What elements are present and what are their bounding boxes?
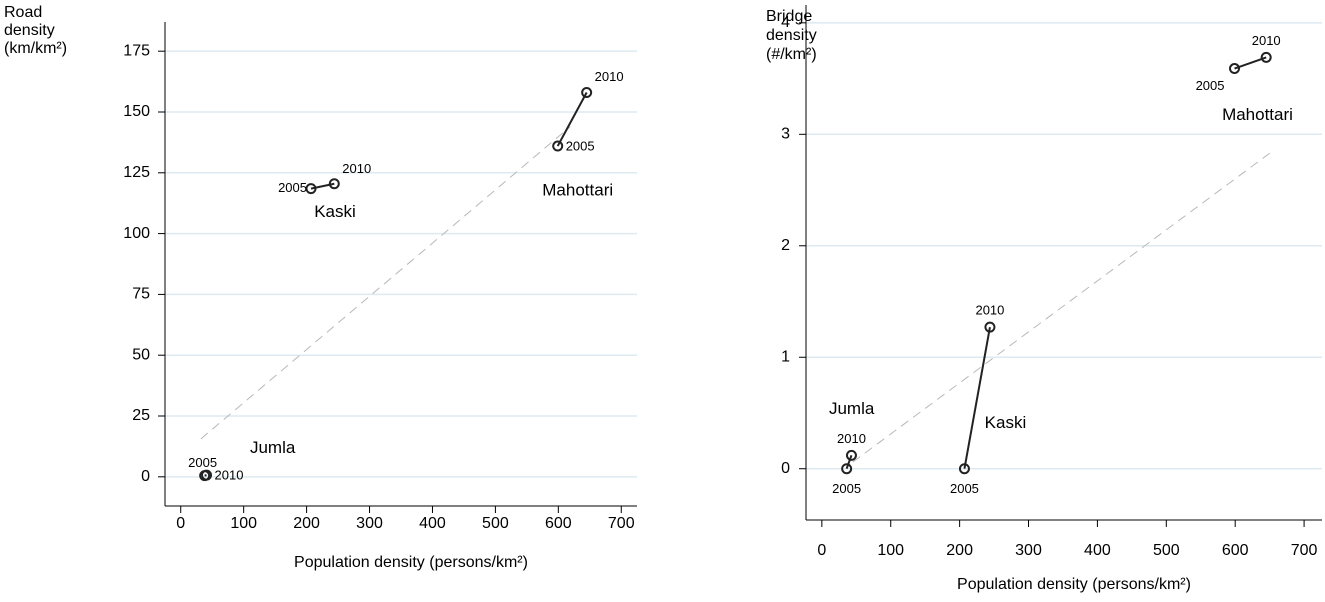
x-tick-label: 0	[176, 515, 185, 532]
connector	[963, 326, 991, 469]
y-axis-title: density	[4, 22, 55, 39]
y-tick-label: 25	[132, 407, 150, 424]
point-label: 2010	[215, 468, 244, 483]
x-axis-title: Population density (persons/km²)	[294, 554, 528, 571]
y-axis-title: Bridge	[766, 8, 812, 25]
series-label: Jumla	[250, 438, 296, 457]
x-tick-label: 400	[1084, 542, 1111, 559]
point-label: 2005	[566, 138, 595, 153]
point	[841, 463, 853, 475]
x-axis-title: Population density (persons/km²)	[957, 576, 1191, 593]
x-tick-label: 300	[1015, 542, 1042, 559]
y-axis-title: Road	[4, 4, 42, 21]
y-tick-label: 4	[781, 14, 790, 31]
x-tick-label: 100	[230, 515, 257, 532]
point	[328, 178, 340, 190]
y-axis-title: density	[766, 27, 817, 44]
x-tick-label: 200	[293, 515, 320, 532]
point	[581, 87, 593, 99]
series-label: Kaski	[314, 202, 356, 221]
y-axis-title: (#/km²)	[766, 46, 817, 63]
x-tick-label: 0	[817, 542, 826, 559]
point	[984, 321, 996, 333]
point-label: 2005	[278, 180, 307, 195]
series-label: Jumla	[829, 399, 875, 418]
y-tick-label: 1	[781, 348, 790, 365]
point	[305, 183, 317, 195]
point	[201, 469, 213, 481]
point-label: 2010	[342, 161, 371, 176]
y-tick-label: 2	[781, 237, 790, 254]
point	[958, 463, 970, 475]
x-tick-label: 700	[1291, 542, 1318, 559]
y-tick-label: 75	[132, 286, 150, 303]
point-label: 2010	[837, 431, 866, 446]
y-tick-label: 0	[141, 468, 150, 485]
x-tick-label: 600	[1222, 542, 1249, 559]
x-tick-label: 600	[545, 515, 572, 532]
x-tick-label: 200	[946, 542, 973, 559]
y-axis-title: (km/km²)	[4, 40, 67, 57]
point-label: 2010	[595, 69, 624, 84]
y-tick-label: 100	[123, 225, 150, 242]
point	[1260, 51, 1272, 63]
fit-line	[852, 152, 1270, 463]
y-tick-label: 175	[123, 42, 150, 59]
point	[845, 449, 857, 461]
point-label: 2010	[1252, 33, 1281, 48]
point	[1229, 63, 1241, 75]
connector	[1234, 56, 1267, 70]
y-tick-label: 50	[132, 346, 150, 363]
point-label: 2005	[1196, 78, 1225, 93]
x-tick-label: 500	[482, 515, 509, 532]
x-tick-label: 100	[877, 542, 904, 559]
x-tick-label: 500	[1153, 542, 1180, 559]
y-tick-label: 150	[123, 103, 150, 120]
connector	[556, 92, 588, 147]
y-tick-label: 125	[123, 164, 150, 181]
series-label: Mahottari	[1222, 105, 1293, 124]
fit-line	[200, 126, 571, 440]
point-label: 2005	[188, 455, 217, 470]
x-tick-label: 700	[608, 515, 635, 532]
connector	[845, 455, 853, 470]
x-tick-label: 400	[419, 515, 446, 532]
point	[552, 140, 564, 152]
point-label: 2005	[950, 481, 979, 496]
point-label: 2005	[832, 481, 861, 496]
x-tick-label: 300	[356, 515, 383, 532]
y-tick-label: 0	[781, 460, 790, 477]
series-label: Kaski	[985, 413, 1027, 432]
series-label: Mahottari	[542, 181, 613, 200]
point-label: 2010	[975, 303, 1004, 318]
y-tick-label: 3	[781, 126, 790, 143]
